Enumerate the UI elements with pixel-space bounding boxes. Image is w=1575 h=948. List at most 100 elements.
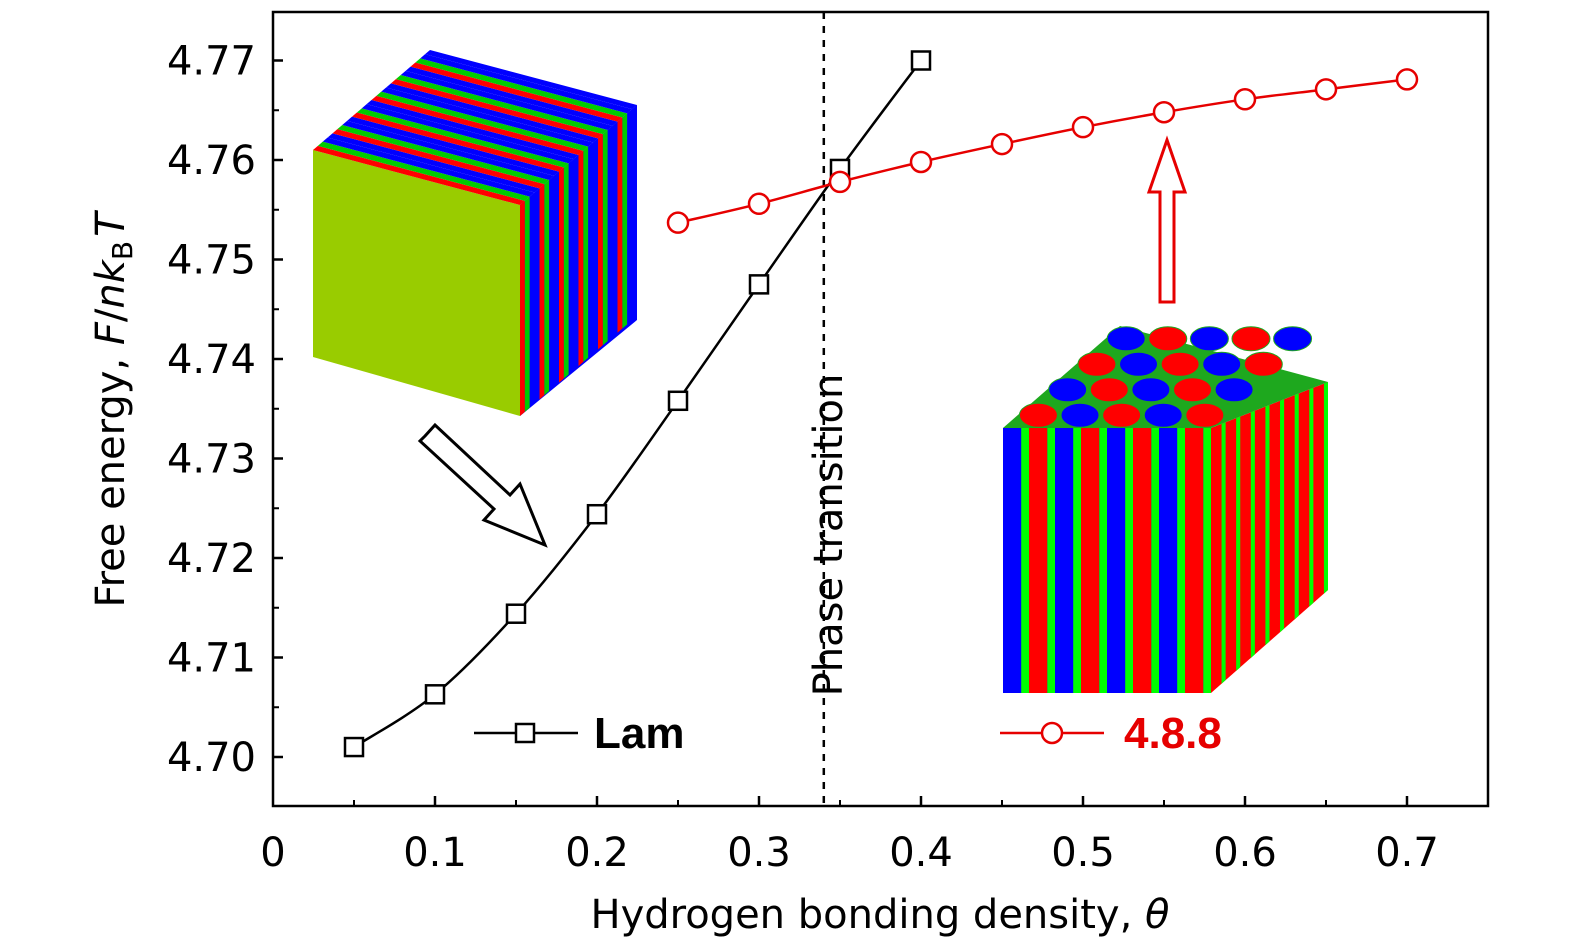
lamellar-side-stripe <box>602 130 608 346</box>
lamellar-side-stripe <box>583 146 589 362</box>
y-tick-label: 4.74 <box>167 337 256 383</box>
tiling-data-point <box>747 192 771 216</box>
lamellar-top-stripe <box>322 137 535 197</box>
lamellar-top-stripe <box>361 104 574 164</box>
tiling-front-stripe <box>1185 428 1204 693</box>
lamellar-side-stripe <box>520 200 525 416</box>
tiling-front-stripe <box>1099 428 1107 693</box>
tiling-top-circle <box>1185 402 1225 428</box>
y-axis-title-nk: nk <box>88 258 134 308</box>
legend-488-label: 4.8.8 <box>1124 709 1222 758</box>
tiling-data-point <box>666 211 690 234</box>
tiling-top-circle <box>1119 351 1159 377</box>
tiling-side-stripe <box>1250 410 1255 658</box>
lamellar-top-stripe <box>332 129 545 189</box>
series-4-8-8 <box>666 68 1419 234</box>
legend-lam-label: Lam <box>594 709 684 758</box>
lamellar-side-stripe <box>612 121 618 337</box>
legend-lam-marker <box>514 722 536 744</box>
x-axis-title: Hydrogen bonding density, θ <box>591 892 1170 938</box>
x-tick-label: 0.1 <box>403 830 467 876</box>
lamellar-top-stripe <box>342 120 555 180</box>
y-axis-ticks: 4.70 4.71 4.72 4.73 4.74 4.75 4.76 4.77 <box>167 39 283 781</box>
lamellar-top-stripe <box>386 83 598 143</box>
lamellar-side-stripe <box>563 163 569 379</box>
tiling-data-point <box>909 150 933 174</box>
tiling-side-stripe <box>1280 399 1285 633</box>
lam-data-point <box>505 603 527 624</box>
tiling-top-circle <box>1106 326 1146 352</box>
tiling-front-stripe <box>1133 428 1152 693</box>
tiling-top-circle <box>1102 402 1142 428</box>
tiling-side-stripe <box>1309 387 1314 607</box>
lamellar-top-stripe <box>410 62 623 122</box>
tiling-inset-cube <box>1003 326 1328 693</box>
y-axis-title-f: F <box>88 321 134 345</box>
tiling-top-circles <box>1018 326 1313 428</box>
lamellar-top-stripes <box>313 50 637 205</box>
y-tick-label: 4.72 <box>167 536 256 582</box>
tiling-data-point <box>1395 68 1419 91</box>
lamellar-top-stripe <box>371 95 584 155</box>
tiling-front-stripe <box>1177 428 1185 693</box>
y-tick-label: 4.70 <box>167 735 256 781</box>
tiling-front-stripe <box>1021 428 1029 693</box>
lamellar-side-stripe <box>559 167 564 383</box>
y-tick-label: 4.75 <box>167 238 256 284</box>
lamellar-top-stripe <box>347 116 559 176</box>
x-tick-label: 0.6 <box>1213 830 1277 876</box>
tiling-cube-top <box>1003 326 1328 428</box>
legend: Lam 4.8.8 <box>474 709 1222 758</box>
y-axis-title-slash: / <box>88 308 134 322</box>
lamellar-top-stripe <box>313 145 525 205</box>
y-tick-label: 4.73 <box>167 437 256 483</box>
tiling-top-circle <box>1189 326 1229 352</box>
legend-488-marker <box>1040 721 1064 745</box>
tiling-data-point <box>1233 88 1257 111</box>
lamellar-top-stripe <box>381 87 594 147</box>
lamellar-top-stripe <box>391 79 603 139</box>
lamellar-side-stripe <box>593 138 598 354</box>
lamellar-top-stripe <box>425 50 637 110</box>
tiling-top-circle <box>1089 377 1129 403</box>
x-axis-ticks: 0 0.1 0.2 0.3 0.4 0.5 0.6 0.7 <box>260 796 1439 876</box>
lam-data-point <box>910 50 932 71</box>
tiling-top-circle <box>1172 377 1212 403</box>
lamellar-side-stripe <box>524 196 530 412</box>
tiling-side-stripe <box>1323 382 1328 594</box>
tiling-side-stripe <box>1265 405 1270 646</box>
tiling-front-stripe <box>1047 428 1055 693</box>
lamellar-top-stripe <box>317 141 530 201</box>
lamellar-top-stripe <box>400 70 613 130</box>
tiling-front-stripe <box>1073 428 1081 693</box>
tiling-top-circle <box>1131 377 1171 403</box>
tiling-data-point <box>1152 100 1176 124</box>
x-tick-label: 0.2 <box>565 830 629 876</box>
tiling-top-circle <box>1048 377 1088 403</box>
tiling-top-circle <box>1160 351 1200 377</box>
tiling-top-circle <box>1077 351 1117 377</box>
tiling-front-stripe <box>1203 428 1211 693</box>
tiling-side-stripes <box>1221 382 1328 684</box>
tiling-top-circle <box>1231 326 1271 352</box>
tiling-top-circle <box>1243 351 1283 377</box>
lamellar-side-stripes <box>520 105 637 416</box>
lamellar-top-stripe <box>327 133 540 193</box>
tiling-front-stripe <box>1029 428 1048 693</box>
x-tick-label: 0.5 <box>1051 830 1115 876</box>
x-tick-label: 0.4 <box>889 830 953 876</box>
lamellar-top-stripe <box>356 108 569 168</box>
lamellar-side-stripe <box>549 175 555 391</box>
lamellar-top-stripe <box>405 66 618 126</box>
lamellar-top-stripe <box>352 112 564 172</box>
series-line <box>677 78 1408 224</box>
lamellar-side-stripe <box>544 180 550 396</box>
x-axis-title-symbol: θ <box>1145 892 1169 938</box>
lamellar-side-stripe <box>539 184 545 400</box>
tiling-arrow <box>1146 135 1188 304</box>
lamellar-top-stripe <box>337 125 550 185</box>
lamellar-side-stripe <box>632 105 637 321</box>
lamellar-side-stripe <box>627 109 633 325</box>
tiling-front-stripes <box>1021 428 1211 693</box>
